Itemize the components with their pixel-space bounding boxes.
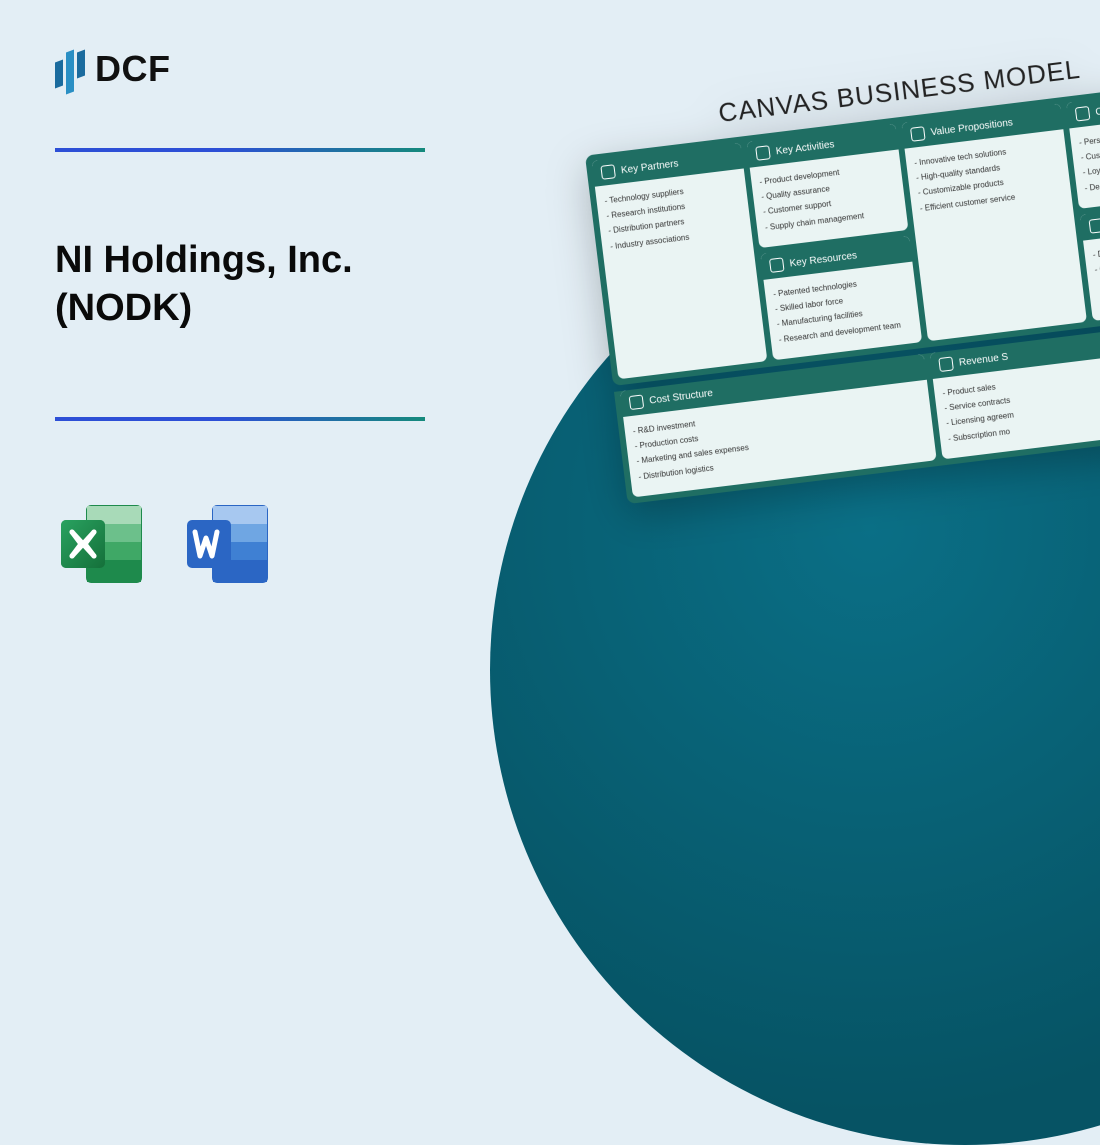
cust-rel-icon — [1075, 106, 1091, 122]
resources-icon — [769, 257, 785, 273]
block-key-resources: Key Resources Patented technologies Skil… — [760, 236, 922, 360]
divider-bottom — [55, 417, 425, 421]
logo-text: DCF — [95, 48, 171, 90]
logo-icon — [55, 45, 85, 93]
channels-icon — [1089, 218, 1100, 234]
canvas-preview: CANVAS BUSINESS MODEL Key Partners Techn… — [580, 37, 1100, 504]
word-icon — [181, 496, 277, 592]
partners-icon — [600, 164, 616, 180]
value-icon — [910, 126, 926, 142]
activities-icon — [755, 145, 771, 161]
page-title: NI Holdings, Inc. (NODK) — [55, 237, 475, 332]
divider-top — [55, 148, 425, 152]
block-customer-relationships: C Personaliz Customer Loyalty p Dedica — [1066, 89, 1100, 209]
block-value-propositions: Value Propositions Innovative tech solut… — [901, 103, 1087, 341]
cost-icon — [629, 394, 645, 410]
block-key-activities: Key Activities Product development Quali… — [747, 124, 909, 248]
block-key-partners: Key Partners Technology suppliers Resear… — [592, 143, 768, 380]
logo: DCF — [55, 45, 475, 93]
revenue-icon — [938, 356, 954, 372]
excel-icon — [55, 496, 151, 592]
